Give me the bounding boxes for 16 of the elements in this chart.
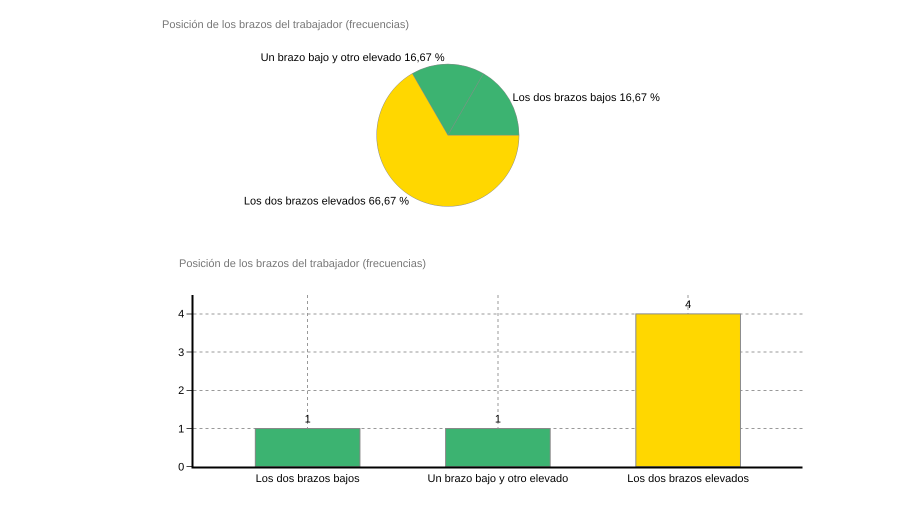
slice-label: Los dos brazos bajos 16,67 % xyxy=(512,92,660,104)
y-tick-label: 1 xyxy=(178,423,184,436)
y-tick-label: 4 xyxy=(178,308,184,321)
y-tick-label: 0 xyxy=(178,461,184,474)
y-tick-label: 3 xyxy=(178,346,184,359)
data-label: 1 xyxy=(304,413,311,426)
y-tick-label: 2 xyxy=(178,385,184,398)
x-tick-label: Un brazo bajo y otro elevado xyxy=(428,472,568,485)
slice-label: Un brazo bajo y otro elevado 16,67 % xyxy=(260,52,445,64)
data-label: 1 xyxy=(494,413,501,426)
chart-title: Posición de los brazos del trabajador (frecuencias) xyxy=(179,258,426,270)
x-tick-label: Los dos brazos elevados xyxy=(627,472,750,485)
data-label: 4 xyxy=(685,298,692,311)
x-tick-label: Los dos brazos bajos xyxy=(256,472,360,485)
chart-title: Posición de los brazos del trabajador (frecuencias) xyxy=(162,19,410,31)
slice-label: Los dos brazos elevados 66,67 % xyxy=(244,195,410,208)
